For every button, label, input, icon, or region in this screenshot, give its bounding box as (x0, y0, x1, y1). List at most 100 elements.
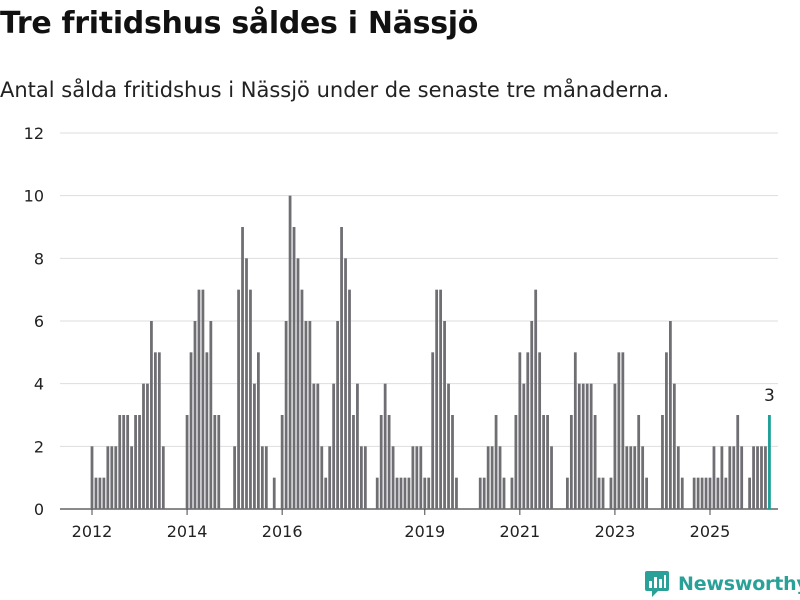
bar (633, 446, 637, 509)
bar (700, 477, 704, 509)
bar (641, 446, 645, 509)
bar (90, 446, 94, 509)
bar (98, 477, 102, 509)
bar (288, 195, 292, 509)
bar (665, 352, 668, 509)
bar (407, 477, 411, 509)
bar (300, 289, 304, 509)
bar (356, 383, 359, 509)
bar (661, 415, 664, 509)
bar (320, 446, 324, 509)
bar (423, 477, 427, 509)
bar (546, 415, 549, 509)
bar (490, 446, 494, 509)
bar (692, 477, 696, 509)
bar (748, 477, 752, 509)
bar (736, 415, 740, 509)
bar (312, 383, 316, 509)
bar (585, 383, 589, 509)
bar (114, 446, 118, 509)
x-tick-label: 2012 (72, 522, 113, 541)
bar (502, 477, 506, 509)
bar (617, 352, 621, 509)
bar (668, 321, 672, 509)
bar (146, 383, 149, 509)
bar (316, 383, 320, 509)
x-tick-label: 2014 (167, 522, 208, 541)
bar (447, 383, 450, 509)
bar (383, 383, 387, 509)
bar (498, 446, 502, 509)
bar (696, 477, 700, 509)
bar (264, 446, 268, 509)
bar (296, 258, 300, 509)
bar (328, 446, 332, 509)
bar (522, 383, 526, 509)
x-tick-label: 2023 (595, 522, 636, 541)
bar (233, 446, 237, 509)
newsworthy-logo-text: Newsworthy (678, 573, 800, 595)
bar (764, 446, 767, 509)
bar (629, 446, 633, 509)
y-tick-label: 8 (34, 249, 44, 268)
bar (439, 289, 443, 509)
bar (375, 477, 379, 509)
bar (565, 477, 569, 509)
bar (411, 446, 415, 509)
y-tick-label: 0 (34, 500, 44, 519)
bar (324, 477, 328, 509)
x-tick-label: 2019 (404, 522, 445, 541)
bar (708, 477, 712, 509)
bar (185, 415, 189, 509)
bar (102, 477, 106, 509)
bar (728, 446, 732, 509)
bar (272, 477, 276, 509)
bar (530, 321, 534, 509)
bar (387, 415, 391, 509)
bar (344, 258, 347, 509)
bar (581, 383, 585, 509)
bar (249, 289, 252, 509)
bar (237, 289, 240, 509)
bar (284, 321, 288, 509)
bar (292, 227, 296, 509)
bar (510, 477, 514, 509)
bar (94, 477, 98, 509)
bar (336, 321, 340, 509)
bar (308, 321, 312, 509)
bar (122, 415, 126, 509)
bar (201, 289, 205, 509)
bar (395, 477, 399, 509)
bar (455, 477, 458, 509)
bar (601, 477, 605, 509)
bar (110, 446, 114, 509)
bar (157, 352, 161, 509)
bar (550, 446, 553, 509)
bar (494, 415, 498, 509)
bar (130, 446, 134, 509)
bar (756, 446, 759, 509)
bar (189, 352, 193, 509)
bar (280, 415, 284, 509)
bar (217, 415, 221, 509)
y-tick-label: 10 (24, 187, 44, 206)
bar (542, 415, 546, 509)
bar (573, 352, 577, 509)
bar (348, 289, 351, 509)
bar (625, 446, 629, 509)
bar (518, 352, 522, 509)
x-tick-label: 2021 (499, 522, 540, 541)
x-tick-label: 2025 (690, 522, 731, 541)
bar (161, 446, 165, 509)
bar (431, 352, 435, 509)
bar (138, 415, 141, 509)
y-tick-label: 2 (34, 437, 44, 456)
x-tick-label: 2016 (262, 522, 303, 541)
bar (760, 446, 763, 509)
bar (720, 446, 724, 509)
bar (637, 415, 641, 509)
bar (676, 446, 680, 509)
bar (245, 258, 248, 509)
bar (486, 446, 490, 509)
bar (403, 477, 407, 509)
